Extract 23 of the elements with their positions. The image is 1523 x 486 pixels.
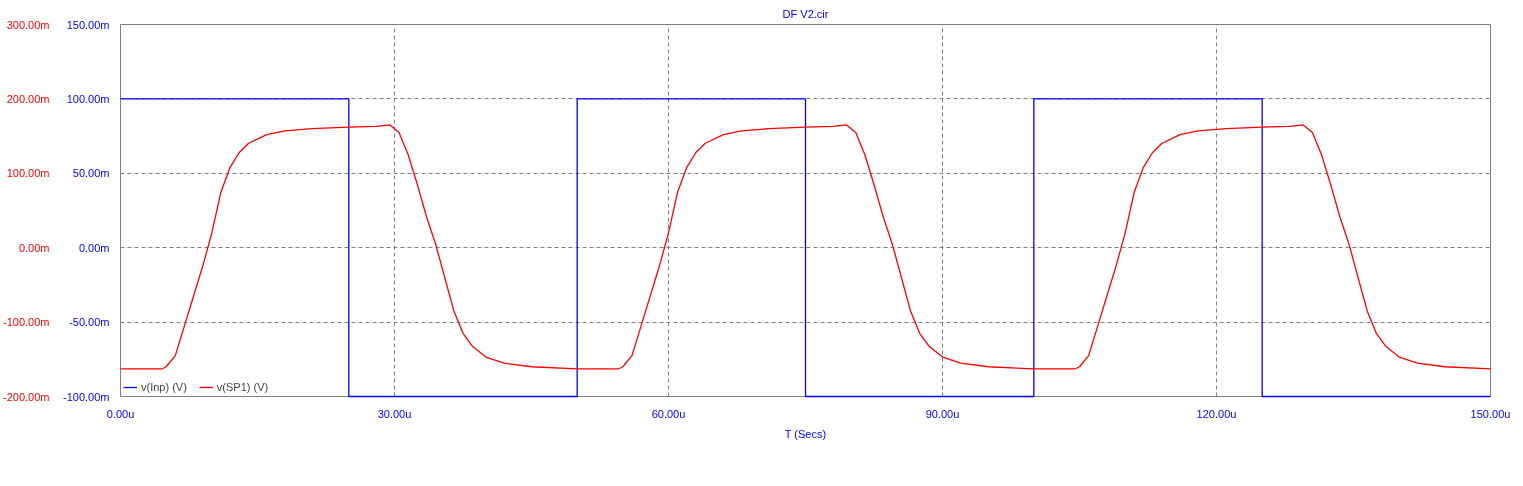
legend-label: v(Inp) (V) <box>141 381 187 393</box>
x-tick-label: 90.00u <box>925 407 960 420</box>
y2-tick-label: 100.00m <box>6 167 50 180</box>
y-tick-label: 0.00m <box>78 241 110 254</box>
y-tick-label: 100.00m <box>66 92 110 105</box>
y2-tick-label: 200.00m <box>6 92 50 105</box>
y2-tick-label: 300.00m <box>6 18 50 31</box>
x-tick-label: 0.00u <box>106 407 135 420</box>
x-tick-label: 150.00u <box>1470 407 1511 420</box>
y-tick-label: 50.00m <box>72 167 110 180</box>
y-tick-label: 150.00m <box>66 18 110 31</box>
y2-tick-label: -100.00m <box>3 316 50 329</box>
y2-tick-label: -200.00m <box>3 390 50 403</box>
x-tick-label: 60.00u <box>651 407 686 420</box>
chart-title: DF V2.cir <box>782 7 829 20</box>
x-axis-title: T (Secs) <box>784 427 827 440</box>
x-tick-label: 120.00u <box>1196 407 1237 420</box>
y-tick-label: -100.00m <box>63 390 110 403</box>
y-tick-label: -50.00m <box>69 316 110 329</box>
legend-label: v(SP1) (V) <box>216 381 269 393</box>
y2-tick-label: 0.00m <box>18 241 50 254</box>
x-tick-label: 30.00u <box>377 407 412 420</box>
line-series <box>119 124 1492 370</box>
